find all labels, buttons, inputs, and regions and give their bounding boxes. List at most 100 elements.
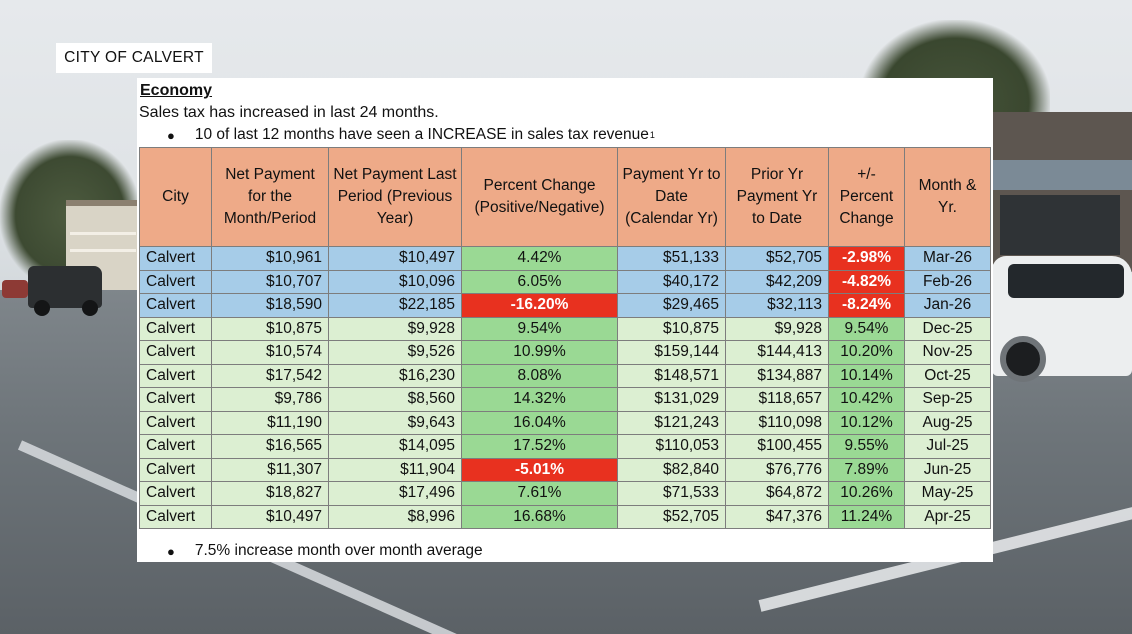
table-row: Calvert $18,827 $17,496 7.61% $71,533 $64,872… <box>139 481 991 506</box>
slide-heading: Economy <box>140 82 213 99</box>
cell-net-payment: $10,961 <box>211 246 329 271</box>
header-payment-ytd: Payment Yr to Date (Calendar Yr) <box>617 147 726 247</box>
cell-net-payment: $16,565 <box>211 434 329 459</box>
suv-window <box>1008 264 1124 298</box>
cell-net-payment-last-period: $9,643 <box>328 410 462 435</box>
table-row: Calvert $17,542 $16,230 8.08% $148,571 $134,8… <box>139 363 991 388</box>
cell-payment-ytd: $82,840 <box>617 457 726 482</box>
cell-city: Calvert <box>139 387 212 412</box>
cell-prior-yr-ytd: $134,887 <box>725 363 829 388</box>
cell-payment-ytd: $10,875 <box>617 316 726 341</box>
cell-net-payment: $10,875 <box>211 316 329 341</box>
cell-percent-change: -5.01% <box>461 457 618 482</box>
cell-percent-change: 7.61% <box>461 481 618 506</box>
cell-net-payment: $11,190 <box>211 410 329 435</box>
cell-percent-change: 8.08% <box>461 363 618 388</box>
cell-net-payment-last-period: $14,095 <box>328 434 462 459</box>
cell-net-payment-last-period: $11,904 <box>328 457 462 482</box>
cell-plus-minus-percent: 10.26% <box>828 481 905 506</box>
cell-month-year: Apr-25 <box>904 504 991 529</box>
header-percent-change: Percent Change (Positive/Negative) <box>461 147 618 247</box>
cell-percent-change: 16.04% <box>461 410 618 435</box>
cell-city: Calvert <box>139 269 212 294</box>
cell-net-payment-last-period: $9,928 <box>328 316 462 341</box>
cell-plus-minus-percent: -8.24% <box>828 293 905 318</box>
cell-plus-minus-percent: 9.55% <box>828 434 905 459</box>
table-row: Calvert $10,961 $10,497 4.42% $51,133 $52,705… <box>139 246 991 271</box>
cell-percent-change: 16.68% <box>461 504 618 529</box>
cell-city: Calvert <box>139 363 212 388</box>
cell-month-year: Dec-25 <box>904 316 991 341</box>
bullet-dot-icon: ● <box>167 543 175 559</box>
cell-month-year: Jul-25 <box>904 434 991 459</box>
cell-plus-minus-percent: 7.89% <box>828 457 905 482</box>
cell-city: Calvert <box>139 293 212 318</box>
cell-month-year: Feb-26 <box>904 269 991 294</box>
cell-net-payment: $10,497 <box>211 504 329 529</box>
cell-net-payment-last-period: $16,230 <box>328 363 462 388</box>
cell-percent-change: 4.42% <box>461 246 618 271</box>
cell-month-year: Jan-26 <box>904 293 991 318</box>
cell-plus-minus-percent: -2.98% <box>828 246 905 271</box>
cell-city: Calvert <box>139 246 212 271</box>
cell-prior-yr-ytd: $110,098 <box>725 410 829 435</box>
cell-city: Calvert <box>139 434 212 459</box>
bullet-dot-icon: ● <box>167 127 175 143</box>
cell-month-year: Jun-25 <box>904 457 991 482</box>
cell-city: Calvert <box>139 504 212 529</box>
header-net-payment-last-period: Net Payment Last Period (Previous Year) <box>328 147 462 247</box>
table-row: Calvert $16,565 $14,095 17.52% $110,053 $100,… <box>139 434 991 459</box>
cell-city: Calvert <box>139 340 212 365</box>
truck-wheel <box>34 300 50 316</box>
cell-net-payment: $9,786 <box>211 387 329 412</box>
cell-payment-ytd: $52,705 <box>617 504 726 529</box>
table-row: Calvert $10,875 $9,928 9.54% $10,875 $9,928 9.… <box>139 316 991 341</box>
cell-prior-yr-ytd: $32,113 <box>725 293 829 318</box>
cell-prior-yr-ytd: $47,376 <box>725 504 829 529</box>
cell-month-year: Aug-25 <box>904 410 991 435</box>
cell-city: Calvert <box>139 410 212 435</box>
cell-prior-yr-ytd: $42,209 <box>725 269 829 294</box>
cell-payment-ytd: $51,133 <box>617 246 726 271</box>
cell-prior-yr-ytd: $118,657 <box>725 387 829 412</box>
cell-city: Calvert <box>139 316 212 341</box>
cell-prior-yr-ytd: $64,872 <box>725 481 829 506</box>
cell-month-year: Sep-25 <box>904 387 991 412</box>
table-row: Calvert $10,497 $8,996 16.68% $52,705 $47,376… <box>139 504 991 529</box>
header-prior-yr-ytd: Prior Yr Payment Yr to Date <box>725 147 829 247</box>
cell-net-payment-last-period: $10,096 <box>328 269 462 294</box>
cell-prior-yr-ytd: $100,455 <box>725 434 829 459</box>
cell-city: Calvert <box>139 481 212 506</box>
house-porch-rail <box>70 232 136 252</box>
cell-net-payment-last-period: $22,185 <box>328 293 462 318</box>
cell-plus-minus-percent: -4.82% <box>828 269 905 294</box>
cell-payment-ytd: $110,053 <box>617 434 726 459</box>
cell-prior-yr-ytd: $52,705 <box>725 246 829 271</box>
header-city: City <box>139 147 212 247</box>
table-row: Calvert $10,574 $9,526 10.99% $159,144 $144,4… <box>139 340 991 365</box>
cell-city: Calvert <box>139 457 212 482</box>
cell-net-payment-last-period: $8,560 <box>328 387 462 412</box>
header-net-payment: Net Payment for the Month/Period <box>211 147 329 247</box>
cell-prior-yr-ytd: $76,776 <box>725 457 829 482</box>
cell-month-year: May-25 <box>904 481 991 506</box>
cell-payment-ytd: $29,465 <box>617 293 726 318</box>
cell-net-payment: $17,542 <box>211 363 329 388</box>
bullet-top: ● 10 of last 12 months have seen a INCRE… <box>167 126 655 144</box>
cell-net-payment: $18,590 <box>211 293 329 318</box>
cell-month-year: Nov-25 <box>904 340 991 365</box>
sales-tax-table: City Net Payment for the Month/Period Ne… <box>139 147 991 529</box>
header-month-year: Month & Yr. <box>904 147 991 247</box>
header-plus-minus-percent: +/- Percent Change <box>828 147 905 247</box>
cell-plus-minus-percent: 10.12% <box>828 410 905 435</box>
cell-percent-change: 10.99% <box>461 340 618 365</box>
cell-payment-ytd: $159,144 <box>617 340 726 365</box>
store-window <box>1000 195 1120 255</box>
cell-plus-minus-percent: 10.20% <box>828 340 905 365</box>
table-row: Calvert $11,307 $11,904 -5.01% $82,840 $76,77… <box>139 457 991 482</box>
suv-wheel <box>1000 336 1046 382</box>
cell-plus-minus-percent: 10.14% <box>828 363 905 388</box>
cell-month-year: Oct-25 <box>904 363 991 388</box>
cell-net-payment: $18,827 <box>211 481 329 506</box>
cell-net-payment-last-period: $10,497 <box>328 246 462 271</box>
